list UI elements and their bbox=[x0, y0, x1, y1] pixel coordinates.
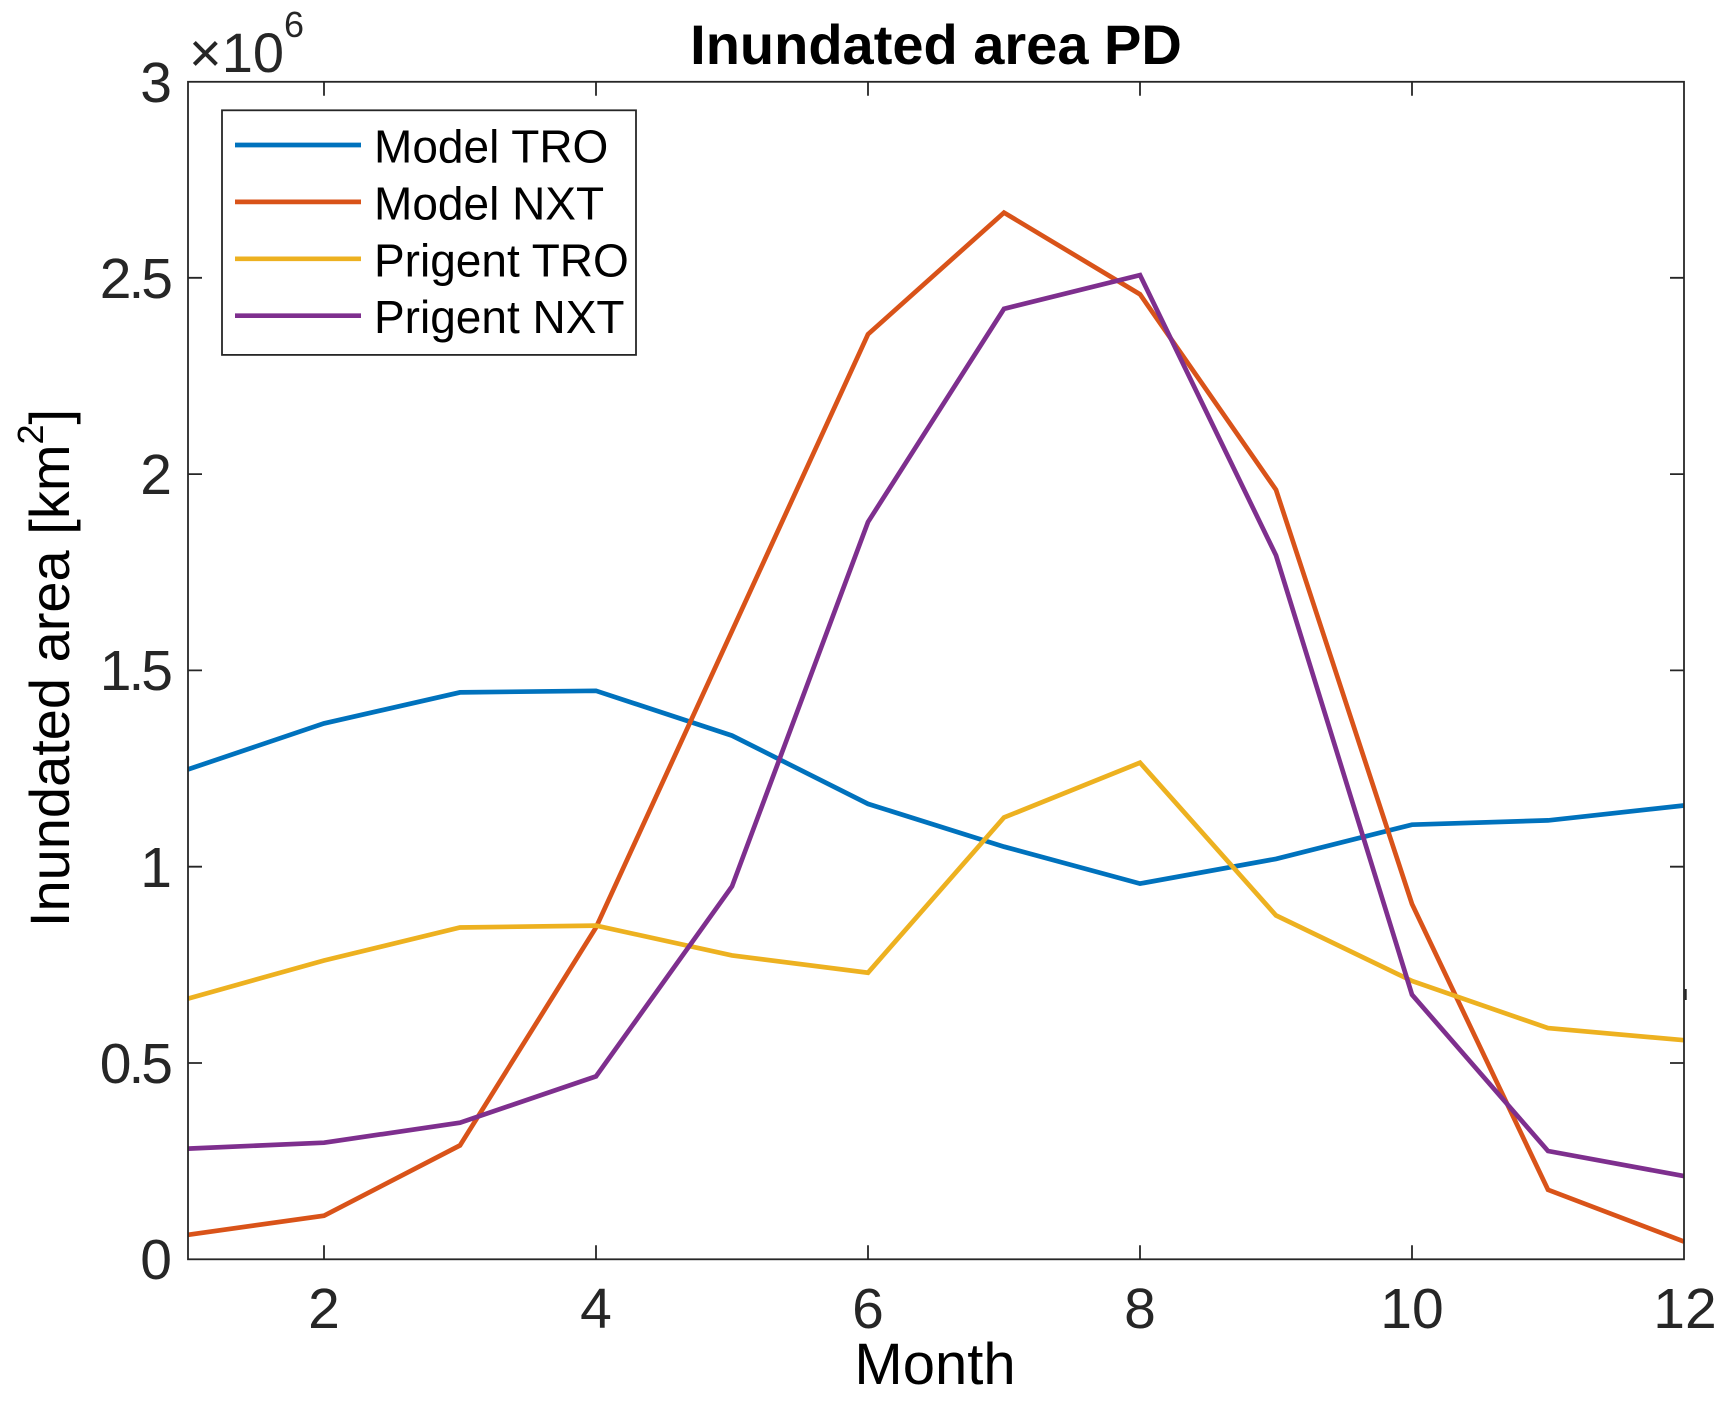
svg-text:Inundated area [km2]: Inundated area [km2] bbox=[10, 409, 81, 927]
svg-text:10: 10 bbox=[1380, 1277, 1443, 1341]
svg-text:3: 3 bbox=[140, 51, 172, 115]
svg-text:2.5: 2.5 bbox=[100, 247, 172, 311]
svg-text:0: 0 bbox=[140, 1228, 172, 1292]
svg-text:Prigent NXT: Prigent NXT bbox=[374, 291, 625, 343]
svg-text:Model NXT: Model NXT bbox=[374, 178, 604, 230]
svg-text:0.5: 0.5 bbox=[100, 1032, 172, 1096]
svg-text:Prigent TRO: Prigent TRO bbox=[374, 235, 629, 287]
svg-text:Month: Month bbox=[854, 1332, 1015, 1397]
svg-text:2: 2 bbox=[308, 1277, 340, 1341]
svg-text:1.5: 1.5 bbox=[100, 639, 172, 703]
svg-text:8: 8 bbox=[1124, 1277, 1156, 1341]
svg-text:12: 12 bbox=[1653, 1277, 1716, 1341]
svg-text:2: 2 bbox=[140, 443, 172, 507]
svg-text:6: 6 bbox=[852, 1277, 884, 1341]
svg-text:Model TRO: Model TRO bbox=[374, 121, 608, 173]
svg-text:Inundated area PD: Inundated area PD bbox=[690, 13, 1182, 76]
svg-text:4: 4 bbox=[580, 1277, 612, 1341]
svg-text:1: 1 bbox=[140, 836, 172, 900]
